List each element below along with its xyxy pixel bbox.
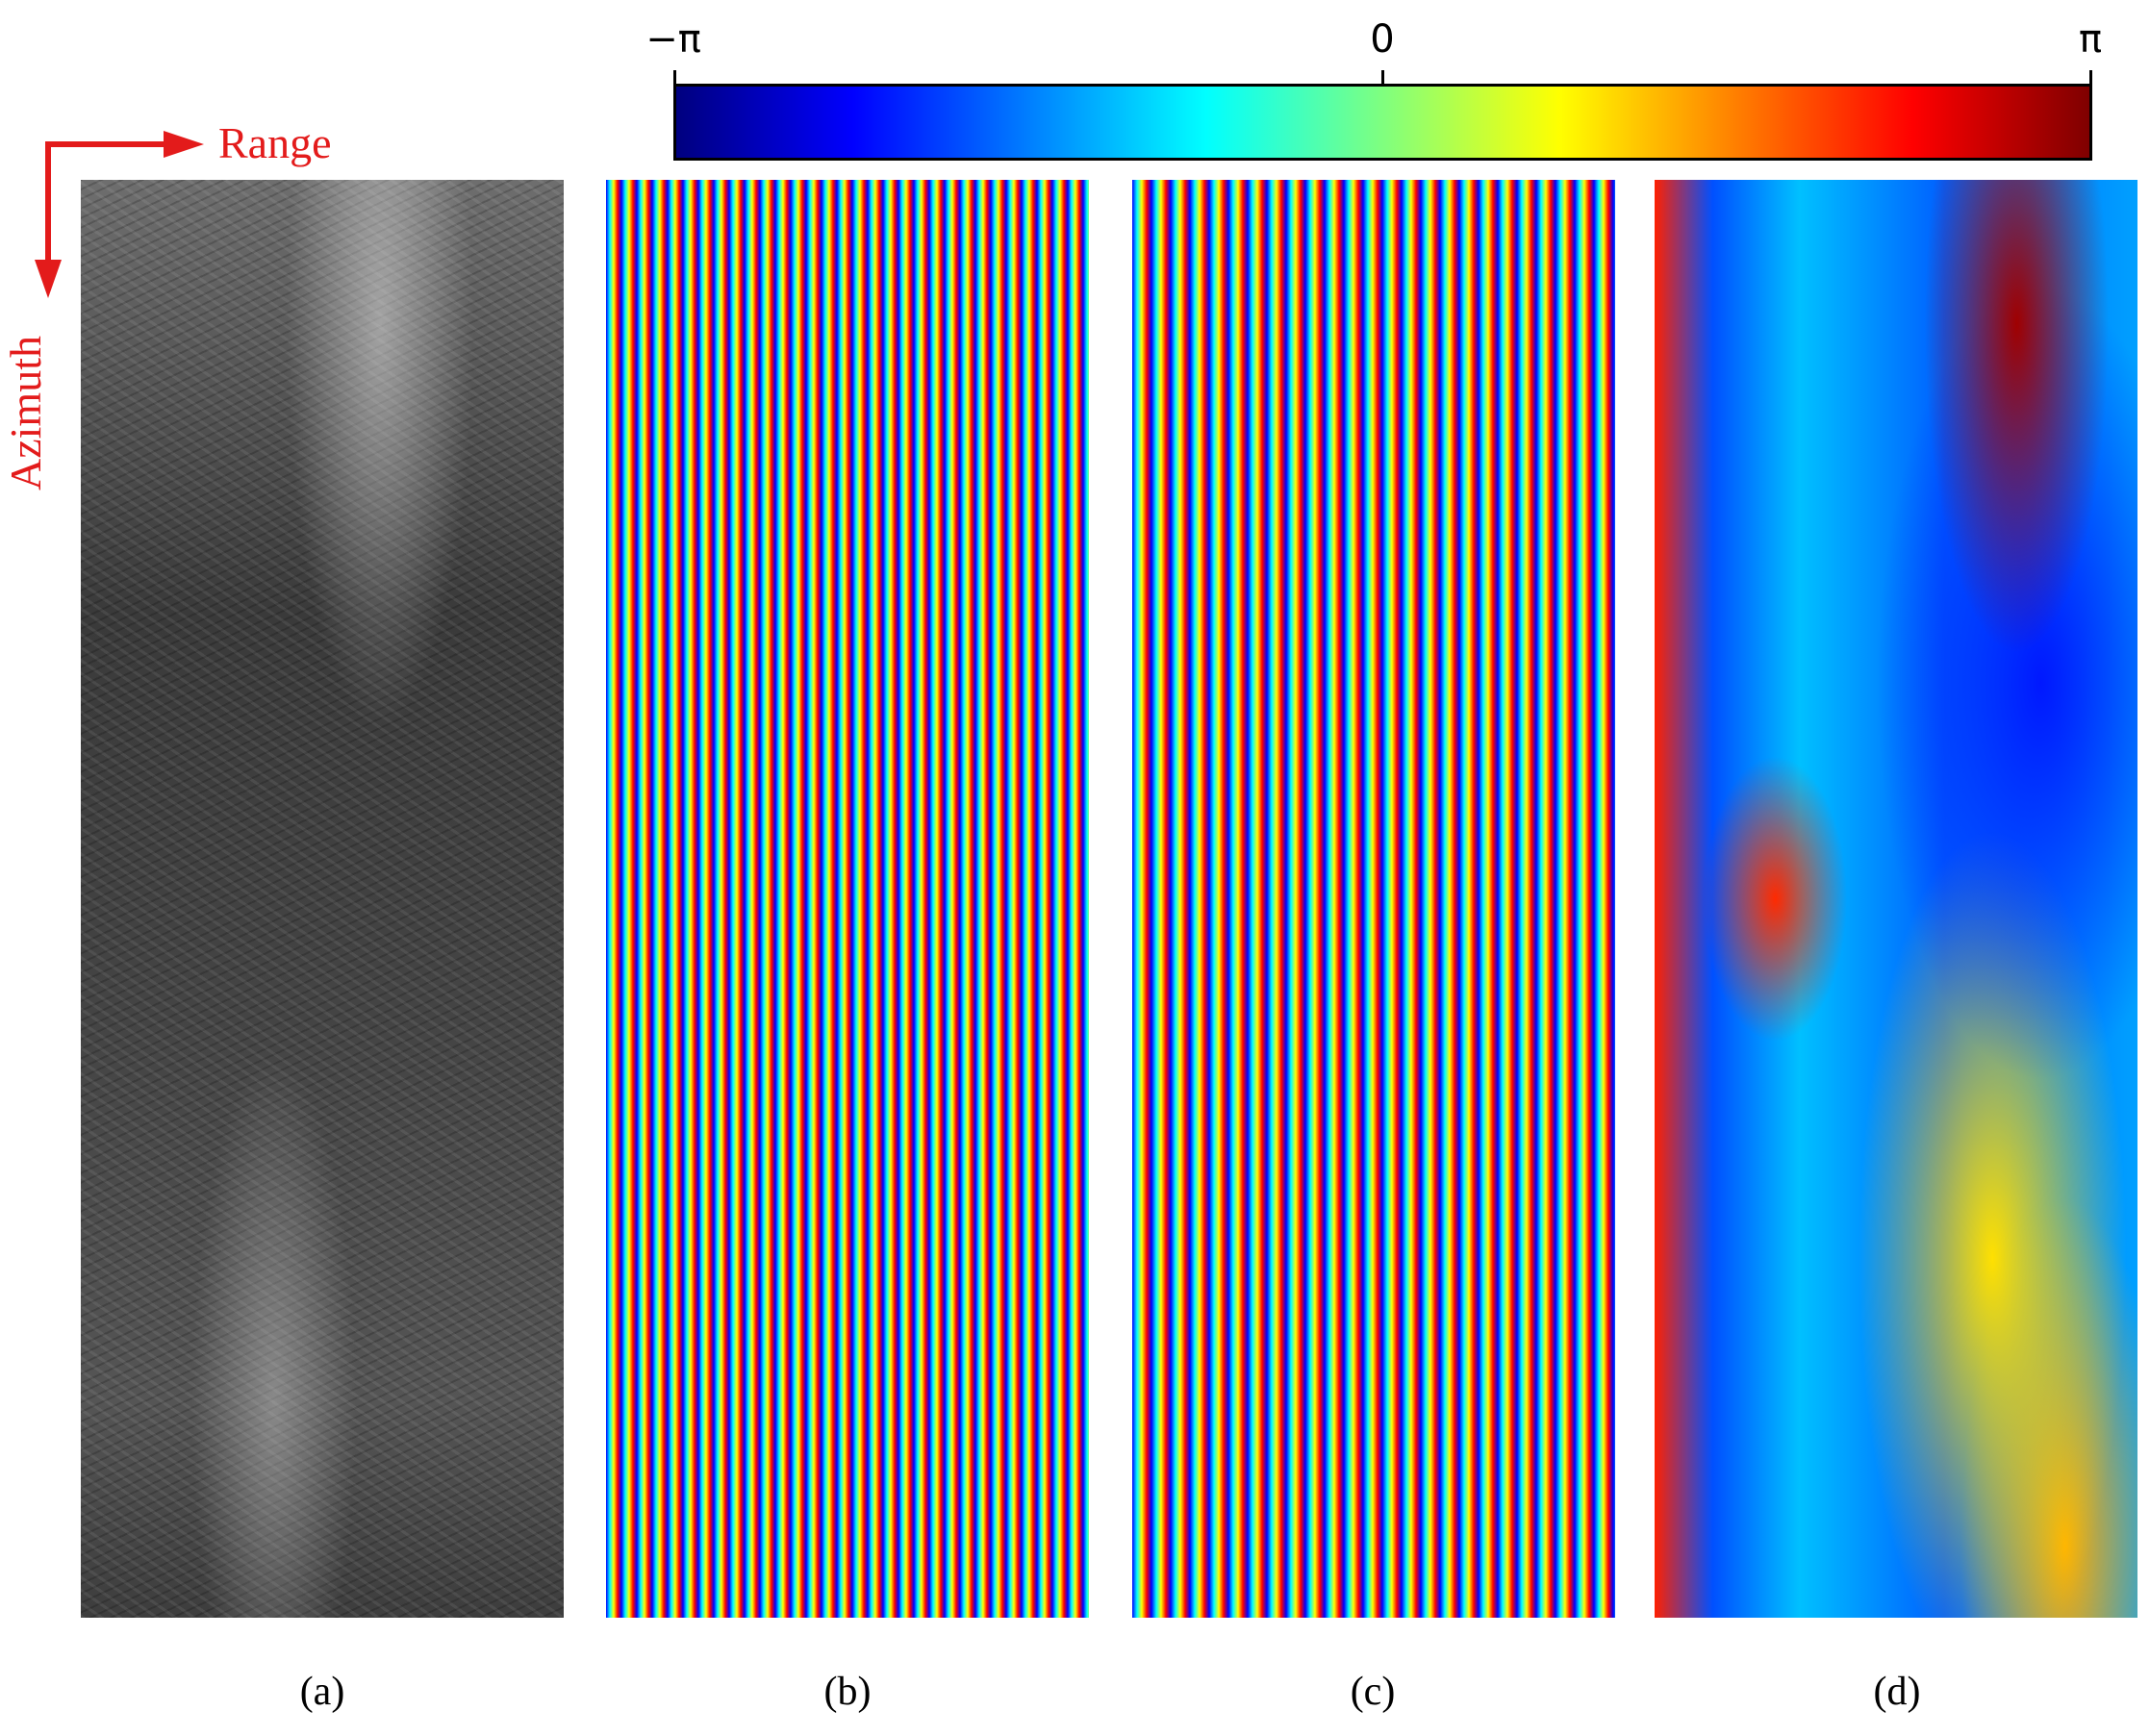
colorbar-max-label: π <box>2078 17 2103 62</box>
caption-b: (b) <box>823 1670 872 1714</box>
interferogram-filtered-image <box>1132 180 1615 1618</box>
caption-c: (c) <box>1350 1670 1396 1714</box>
sar-amplitude-image <box>81 180 564 1618</box>
colorbar-tick-max <box>2089 70 2092 84</box>
range-axis-label: Range <box>218 118 332 167</box>
interferogram-noisy-image <box>606 180 1089 1618</box>
colorbar-mid-label: 0 <box>1370 17 1395 62</box>
azimuth-axis-label: Azimuth <box>1 336 50 491</box>
colorbar-tick-min <box>673 70 676 84</box>
colorbar-tick-mid <box>1381 70 1384 84</box>
elevation-map-image <box>1655 180 2137 1618</box>
caption-a: (a) <box>299 1670 345 1714</box>
colorbar-min-label: −π <box>645 17 701 62</box>
phase-colorbar <box>673 84 2092 161</box>
caption-d: (d) <box>1873 1670 1921 1714</box>
axes-arrows-icon <box>35 131 204 298</box>
